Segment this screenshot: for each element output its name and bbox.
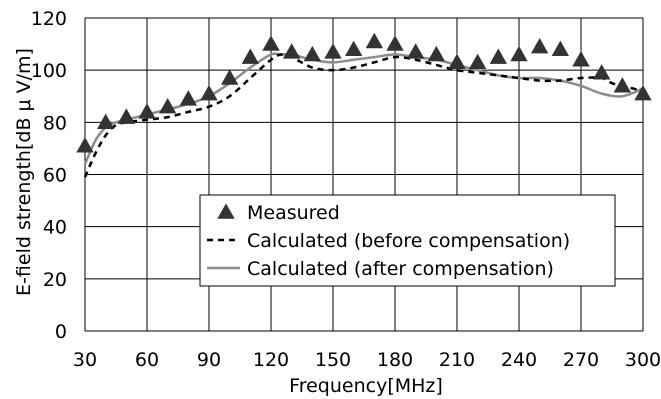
tick-labels: 30 60 90 120 150 180 210 240 270 300 0 20 40 60 80 100 1…	[31, 8, 661, 371]
measured-marker	[282, 43, 301, 59]
legend-label-measured: Measured	[247, 202, 340, 224]
y-tick-label: 0	[55, 321, 67, 343]
x-tick-label: 300	[625, 349, 661, 371]
measured-marker	[344, 40, 363, 57]
x-tick-label: 270	[563, 349, 599, 371]
legend-markers	[207, 203, 240, 270]
x-tick-label: 60	[135, 349, 159, 371]
y-tick-label: 20	[43, 269, 67, 291]
measured-marker	[200, 84, 218, 101]
measured-marker	[468, 53, 487, 70]
measured-marker	[96, 113, 115, 130]
measured-marker	[634, 84, 652, 101]
measured-marker	[76, 137, 94, 153]
measured-marker	[427, 45, 446, 62]
measured-marker	[117, 108, 136, 124]
legend-box	[199, 194, 616, 287]
measured-marker	[448, 53, 466, 70]
x-tick-label: 90	[197, 349, 221, 371]
measured-marker	[613, 77, 632, 93]
measured-marker	[406, 43, 425, 59]
y-tick-label: 60	[43, 165, 67, 187]
y-tick-label: 100	[31, 60, 67, 82]
measured-marker	[489, 48, 508, 64]
x-tick-label: 30	[73, 349, 97, 371]
measured-marker	[530, 38, 549, 54]
legend-triangle-icon	[217, 203, 235, 219]
measured-marker	[510, 45, 528, 62]
measured-marker	[592, 64, 611, 80]
x-tick-label: 120	[253, 349, 289, 371]
measured-marker	[158, 98, 177, 114]
x-tick-label: 240	[501, 349, 537, 371]
calc-before-line	[83, 53, 644, 178]
measured-marker	[365, 32, 384, 49]
measured-marker	[386, 35, 404, 51]
legend-label-after: Calculated (after compensation)	[247, 258, 554, 280]
y-tick-label: 80	[43, 112, 67, 134]
legend-label-before: Calculated (before compensation)	[247, 230, 570, 252]
measured-marker	[241, 48, 260, 64]
x-tick-label: 150	[315, 349, 351, 371]
x-axis-label: Frequency[MHz]	[289, 375, 443, 397]
measured-marker	[138, 103, 156, 119]
measured-marker	[551, 40, 570, 57]
y-tick-label: 120	[31, 8, 67, 30]
measured-marker	[262, 35, 280, 51]
legend: Measured Calculated (before compensation…	[199, 194, 616, 287]
series-layer	[76, 32, 652, 178]
measured-marker	[303, 45, 322, 62]
measured-marker	[220, 69, 239, 85]
measured-marker	[179, 90, 198, 106]
y-axis-label: E-field strength[dB μ V/m]	[13, 48, 35, 296]
y-tick-label: 40	[43, 217, 67, 239]
measured-marker	[572, 51, 590, 67]
x-tick-label: 180	[377, 349, 413, 371]
measured-marker	[324, 43, 342, 59]
x-tick-label: 210	[439, 349, 475, 371]
